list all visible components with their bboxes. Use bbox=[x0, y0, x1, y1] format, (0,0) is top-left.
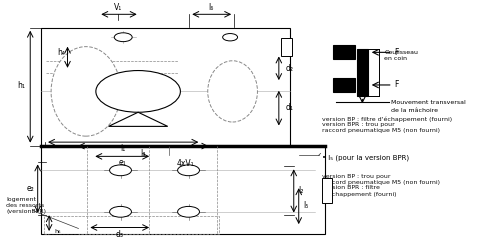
Bar bbox=[322, 178, 332, 203]
Ellipse shape bbox=[51, 47, 120, 136]
Text: en coin: en coin bbox=[384, 56, 407, 62]
Text: l₁: l₁ bbox=[120, 144, 126, 153]
Text: logement
des ressorts
(versionBPR): logement des ressorts (versionBPR) bbox=[6, 198, 46, 214]
Circle shape bbox=[96, 70, 180, 112]
Bar bbox=[41, 28, 290, 146]
Text: F: F bbox=[394, 48, 399, 57]
Bar bbox=[44, 216, 220, 234]
Text: l₆: l₆ bbox=[208, 3, 214, 12]
Text: l₅: l₅ bbox=[304, 201, 309, 210]
Circle shape bbox=[178, 206, 200, 217]
Text: l₂: l₂ bbox=[298, 186, 304, 196]
Bar bbox=[41, 146, 325, 234]
Text: de la mâchoire: de la mâchoire bbox=[390, 108, 438, 113]
Text: e₂: e₂ bbox=[26, 184, 34, 193]
Bar bbox=[333, 78, 355, 92]
Text: V₁: V₁ bbox=[114, 3, 122, 12]
Text: h₆: h₆ bbox=[54, 230, 61, 234]
Text: h₁: h₁ bbox=[17, 81, 25, 90]
Text: d₂: d₂ bbox=[286, 64, 294, 73]
Text: Coulisseau: Coulisseau bbox=[384, 50, 418, 55]
Text: d₃: d₃ bbox=[116, 230, 124, 239]
Bar bbox=[333, 45, 355, 59]
Text: 4xV₁: 4xV₁ bbox=[176, 159, 194, 168]
Circle shape bbox=[110, 165, 132, 176]
Bar bbox=[281, 38, 292, 56]
Text: l₃: l₃ bbox=[140, 148, 146, 158]
Text: Mouvement transversal: Mouvement transversal bbox=[390, 100, 466, 105]
Text: d₁: d₁ bbox=[286, 103, 294, 112]
Bar bbox=[357, 49, 368, 96]
Text: e₁: e₁ bbox=[118, 158, 126, 167]
Ellipse shape bbox=[208, 61, 258, 122]
Circle shape bbox=[114, 33, 132, 42]
Text: F: F bbox=[394, 80, 399, 90]
Circle shape bbox=[178, 165, 200, 176]
Polygon shape bbox=[108, 112, 168, 126]
Circle shape bbox=[110, 206, 132, 217]
Text: version BP : trou pour
raccord pneumatique M5 (non fourni)
version BPR : filtre
: version BP : trou pour raccord pneumatiq… bbox=[322, 174, 440, 197]
Circle shape bbox=[222, 34, 238, 41]
Text: • l₅ (pour la version BPR): • l₅ (pour la version BPR) bbox=[322, 154, 409, 161]
Text: version BP : filtre d'échappement (fourni)
version BPR : trou pour
raccord pneum: version BP : filtre d'échappement (fourn… bbox=[322, 116, 452, 133]
Text: h₄: h₄ bbox=[57, 48, 65, 57]
